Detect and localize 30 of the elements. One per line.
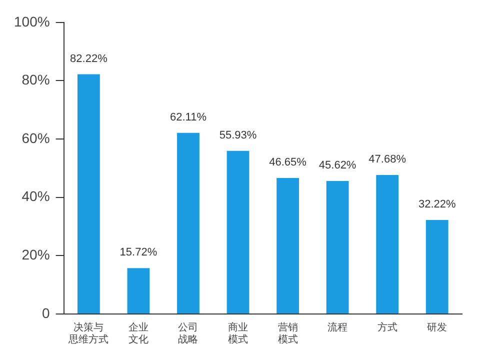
y-tick-label: 40% — [22, 188, 50, 204]
bar — [226, 150, 250, 314]
data-label: 47.68% — [368, 153, 406, 166]
bar — [276, 178, 299, 314]
y-tick-label: 20% — [22, 246, 50, 263]
x-tick-label: 商业模式 — [228, 322, 248, 346]
x-tick-label: 决策与思维方式 — [68, 322, 109, 346]
bar — [376, 174, 399, 314]
data-label: 55.93% — [219, 129, 257, 142]
y-tick-label: 80% — [22, 72, 50, 88]
bar — [177, 132, 200, 314]
y-tick-label: 100% — [14, 13, 50, 30]
y-tick-label: 60% — [22, 130, 50, 146]
data-label: 82.22% — [70, 52, 108, 65]
data-label: 46.65% — [269, 156, 307, 168]
bar — [127, 268, 150, 314]
x-tick-label: 企业文化 — [128, 322, 148, 346]
y-tick-label: 0 — [42, 304, 50, 321]
x-tick-label: 流程 — [328, 322, 348, 334]
data-label: 62.11% — [170, 111, 207, 124]
x-tick-label: 研发 — [427, 322, 448, 334]
x-tick-label: 公司战略 — [178, 322, 198, 346]
x-tick-label: 方式 — [377, 322, 398, 334]
x-tick-label: 营销模式 — [278, 322, 298, 346]
bar — [326, 180, 349, 314]
data-label: 45.62% — [318, 160, 356, 172]
data-label: 15.72% — [120, 246, 158, 259]
bar — [77, 74, 100, 314]
data-label: 32.22% — [418, 198, 456, 211]
bar — [426, 220, 448, 314]
